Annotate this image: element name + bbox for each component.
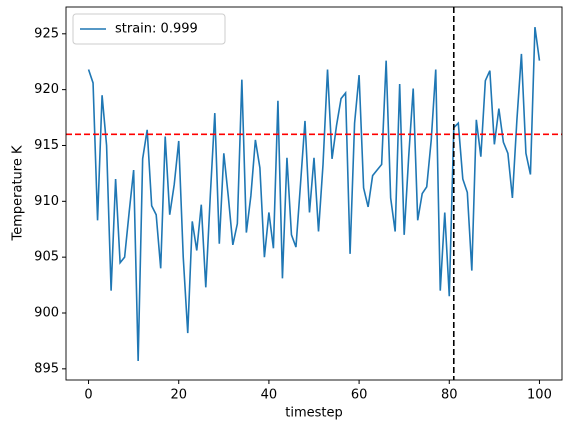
y-tick-label: 905 [34,250,59,265]
x-tick-label: 80 [441,388,458,403]
x-tick-label: 20 [170,388,187,403]
legend-label: strain: 0.999 [115,22,198,37]
axes-frame [65,6,563,381]
x-tick-label: 40 [261,388,278,403]
x-tick-label: 100 [527,388,552,403]
y-tick-label: 920 [34,82,59,97]
y-tick-label: 900 [34,305,59,320]
y-tick-label: 910 [34,194,59,209]
y-tick-label: 925 [34,26,59,41]
y-tick-label: 915 [34,138,59,153]
y-axis-label: Temperature K [11,145,26,241]
x-tick-label: 0 [84,388,92,403]
line [87,26,541,362]
legend-box [72,13,226,45]
x-tick-label: 60 [351,388,368,403]
y-tick-label: 895 [34,361,59,376]
x-axis-label: timestep [285,406,343,421]
